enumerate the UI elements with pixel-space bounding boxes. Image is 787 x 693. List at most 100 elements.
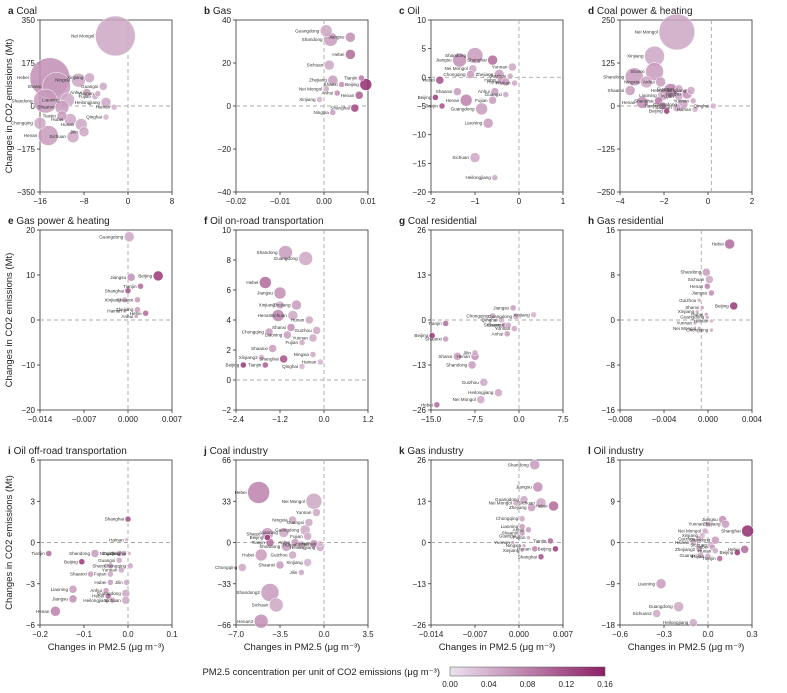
data-point xyxy=(278,245,293,260)
data-point xyxy=(479,378,489,387)
panel-title-text: Gas industry xyxy=(407,446,463,457)
point-label: Tianjin xyxy=(533,538,547,543)
point-label: Guizhou xyxy=(462,380,480,385)
point-label: Shanxi xyxy=(324,82,338,87)
colorbar-tick-label: 0.00 xyxy=(442,680,458,689)
data-point xyxy=(663,107,670,115)
point-label: Chongqing xyxy=(215,565,238,570)
point-label: Hunan xyxy=(487,79,501,84)
point-label: Shandong xyxy=(445,53,466,58)
x-tick-label: 0.00 xyxy=(316,197,332,206)
panel-title: k Gas industry xyxy=(399,446,463,457)
x-tick-label: 0.000 xyxy=(509,630,530,639)
point-label: Liaoning xyxy=(265,333,283,338)
data-point xyxy=(308,333,318,343)
data-point xyxy=(109,597,116,604)
point-label: Heilongjiang xyxy=(468,390,494,395)
point-label: Anhui xyxy=(492,331,504,336)
y-tick-label: −20 xyxy=(412,188,426,197)
data-point xyxy=(279,354,288,364)
point-label: Shaanxi xyxy=(117,297,134,302)
point-label: Heilongjiang xyxy=(661,88,687,93)
data-point xyxy=(123,579,130,586)
data-point xyxy=(432,94,439,101)
point-label: Sichuan xyxy=(484,323,501,328)
point-label: Heilongjiang xyxy=(663,620,689,625)
data-point xyxy=(288,550,297,560)
point-label: Hebei xyxy=(423,78,435,83)
data-point xyxy=(734,549,741,556)
point-label: Shanxi xyxy=(438,354,452,359)
point-label: Nei Mongol xyxy=(635,30,658,35)
y-tick-label: −9 xyxy=(606,580,616,589)
point-label: Shandong xyxy=(603,74,624,79)
data-point xyxy=(482,117,494,129)
point-label: Hebei xyxy=(332,52,344,57)
point-label: Anhui xyxy=(513,527,525,532)
point-label: Jiangsu xyxy=(493,305,509,310)
data-point xyxy=(298,339,306,346)
data-point xyxy=(99,82,108,91)
data-point xyxy=(519,495,529,504)
point-label: Sichuan xyxy=(104,598,121,603)
data-point xyxy=(124,515,132,523)
data-point xyxy=(107,579,114,586)
panel-i: i Oil off-road transportation −0.2 −0.1 0.0… xyxy=(8,446,178,639)
y-tick-label: −250 xyxy=(597,188,616,197)
data-point xyxy=(134,306,141,313)
data-point xyxy=(254,548,268,562)
point-label: Shanghai xyxy=(105,517,124,522)
data-point xyxy=(118,566,125,574)
data-point xyxy=(704,520,712,528)
panel-letter: j xyxy=(203,446,210,457)
point-label: Hunan xyxy=(283,543,297,548)
data-point xyxy=(438,102,446,110)
panel-title-text: Gas xyxy=(213,6,231,17)
point-label: Hebei xyxy=(92,594,104,599)
point-label: Ningxia xyxy=(272,518,288,523)
x-axis-label: Changes in PM2.5 (μg m⁻³) xyxy=(48,642,165,653)
data-point xyxy=(317,358,324,366)
data-point xyxy=(552,545,559,553)
data-point xyxy=(152,270,164,282)
data-point xyxy=(316,96,323,103)
data-point xyxy=(338,81,345,88)
data-point xyxy=(506,72,514,80)
point-label: Guizhou xyxy=(102,551,120,556)
point-label: Zhejiang xyxy=(509,505,527,510)
point-label: Sichuan xyxy=(518,500,535,505)
data-point xyxy=(78,126,90,138)
data-point xyxy=(102,587,110,594)
x-tick-label: 0.007 xyxy=(162,415,183,424)
data-point xyxy=(298,363,306,370)
point-label: Guangdong xyxy=(488,314,512,319)
data-point xyxy=(690,539,697,546)
point-label: Nei Mongol xyxy=(673,326,696,331)
point-label: Ningxia xyxy=(506,543,522,548)
point-label: Hebei xyxy=(17,75,29,80)
data-point xyxy=(278,527,290,538)
data-point xyxy=(475,102,488,116)
panel-title: a Coal xyxy=(8,6,37,17)
point-label: Zhejiang xyxy=(116,307,134,312)
y-tick-label: 10 xyxy=(417,16,426,25)
y-tick-label: 10 xyxy=(222,226,231,235)
colorbar-tick-label: 0.04 xyxy=(481,680,497,689)
point-label: Jilin xyxy=(115,580,123,585)
data-point xyxy=(691,106,699,113)
data-point xyxy=(692,320,698,326)
panel-title: c Oil xyxy=(399,6,420,17)
panel-e: e Gas power & heating −0.014 −0.007 0.000 0.… xyxy=(8,216,183,424)
data-point xyxy=(511,325,518,332)
point-label: Tianjin xyxy=(702,556,716,561)
data-point xyxy=(275,560,285,570)
data-point xyxy=(710,102,717,110)
y-tick-label: 18 xyxy=(606,456,615,465)
point-label: Anhui xyxy=(121,314,133,319)
data-point xyxy=(476,395,486,404)
point-label: Heilongjiang xyxy=(83,598,109,603)
panel-title-text: Gas power & heating xyxy=(16,216,109,227)
point-label: Heilongjiang xyxy=(290,545,316,550)
panel-f: f Oil on-road transportation −2.4 −1.2 0.0 1… xyxy=(204,216,374,424)
data-point xyxy=(316,540,324,547)
